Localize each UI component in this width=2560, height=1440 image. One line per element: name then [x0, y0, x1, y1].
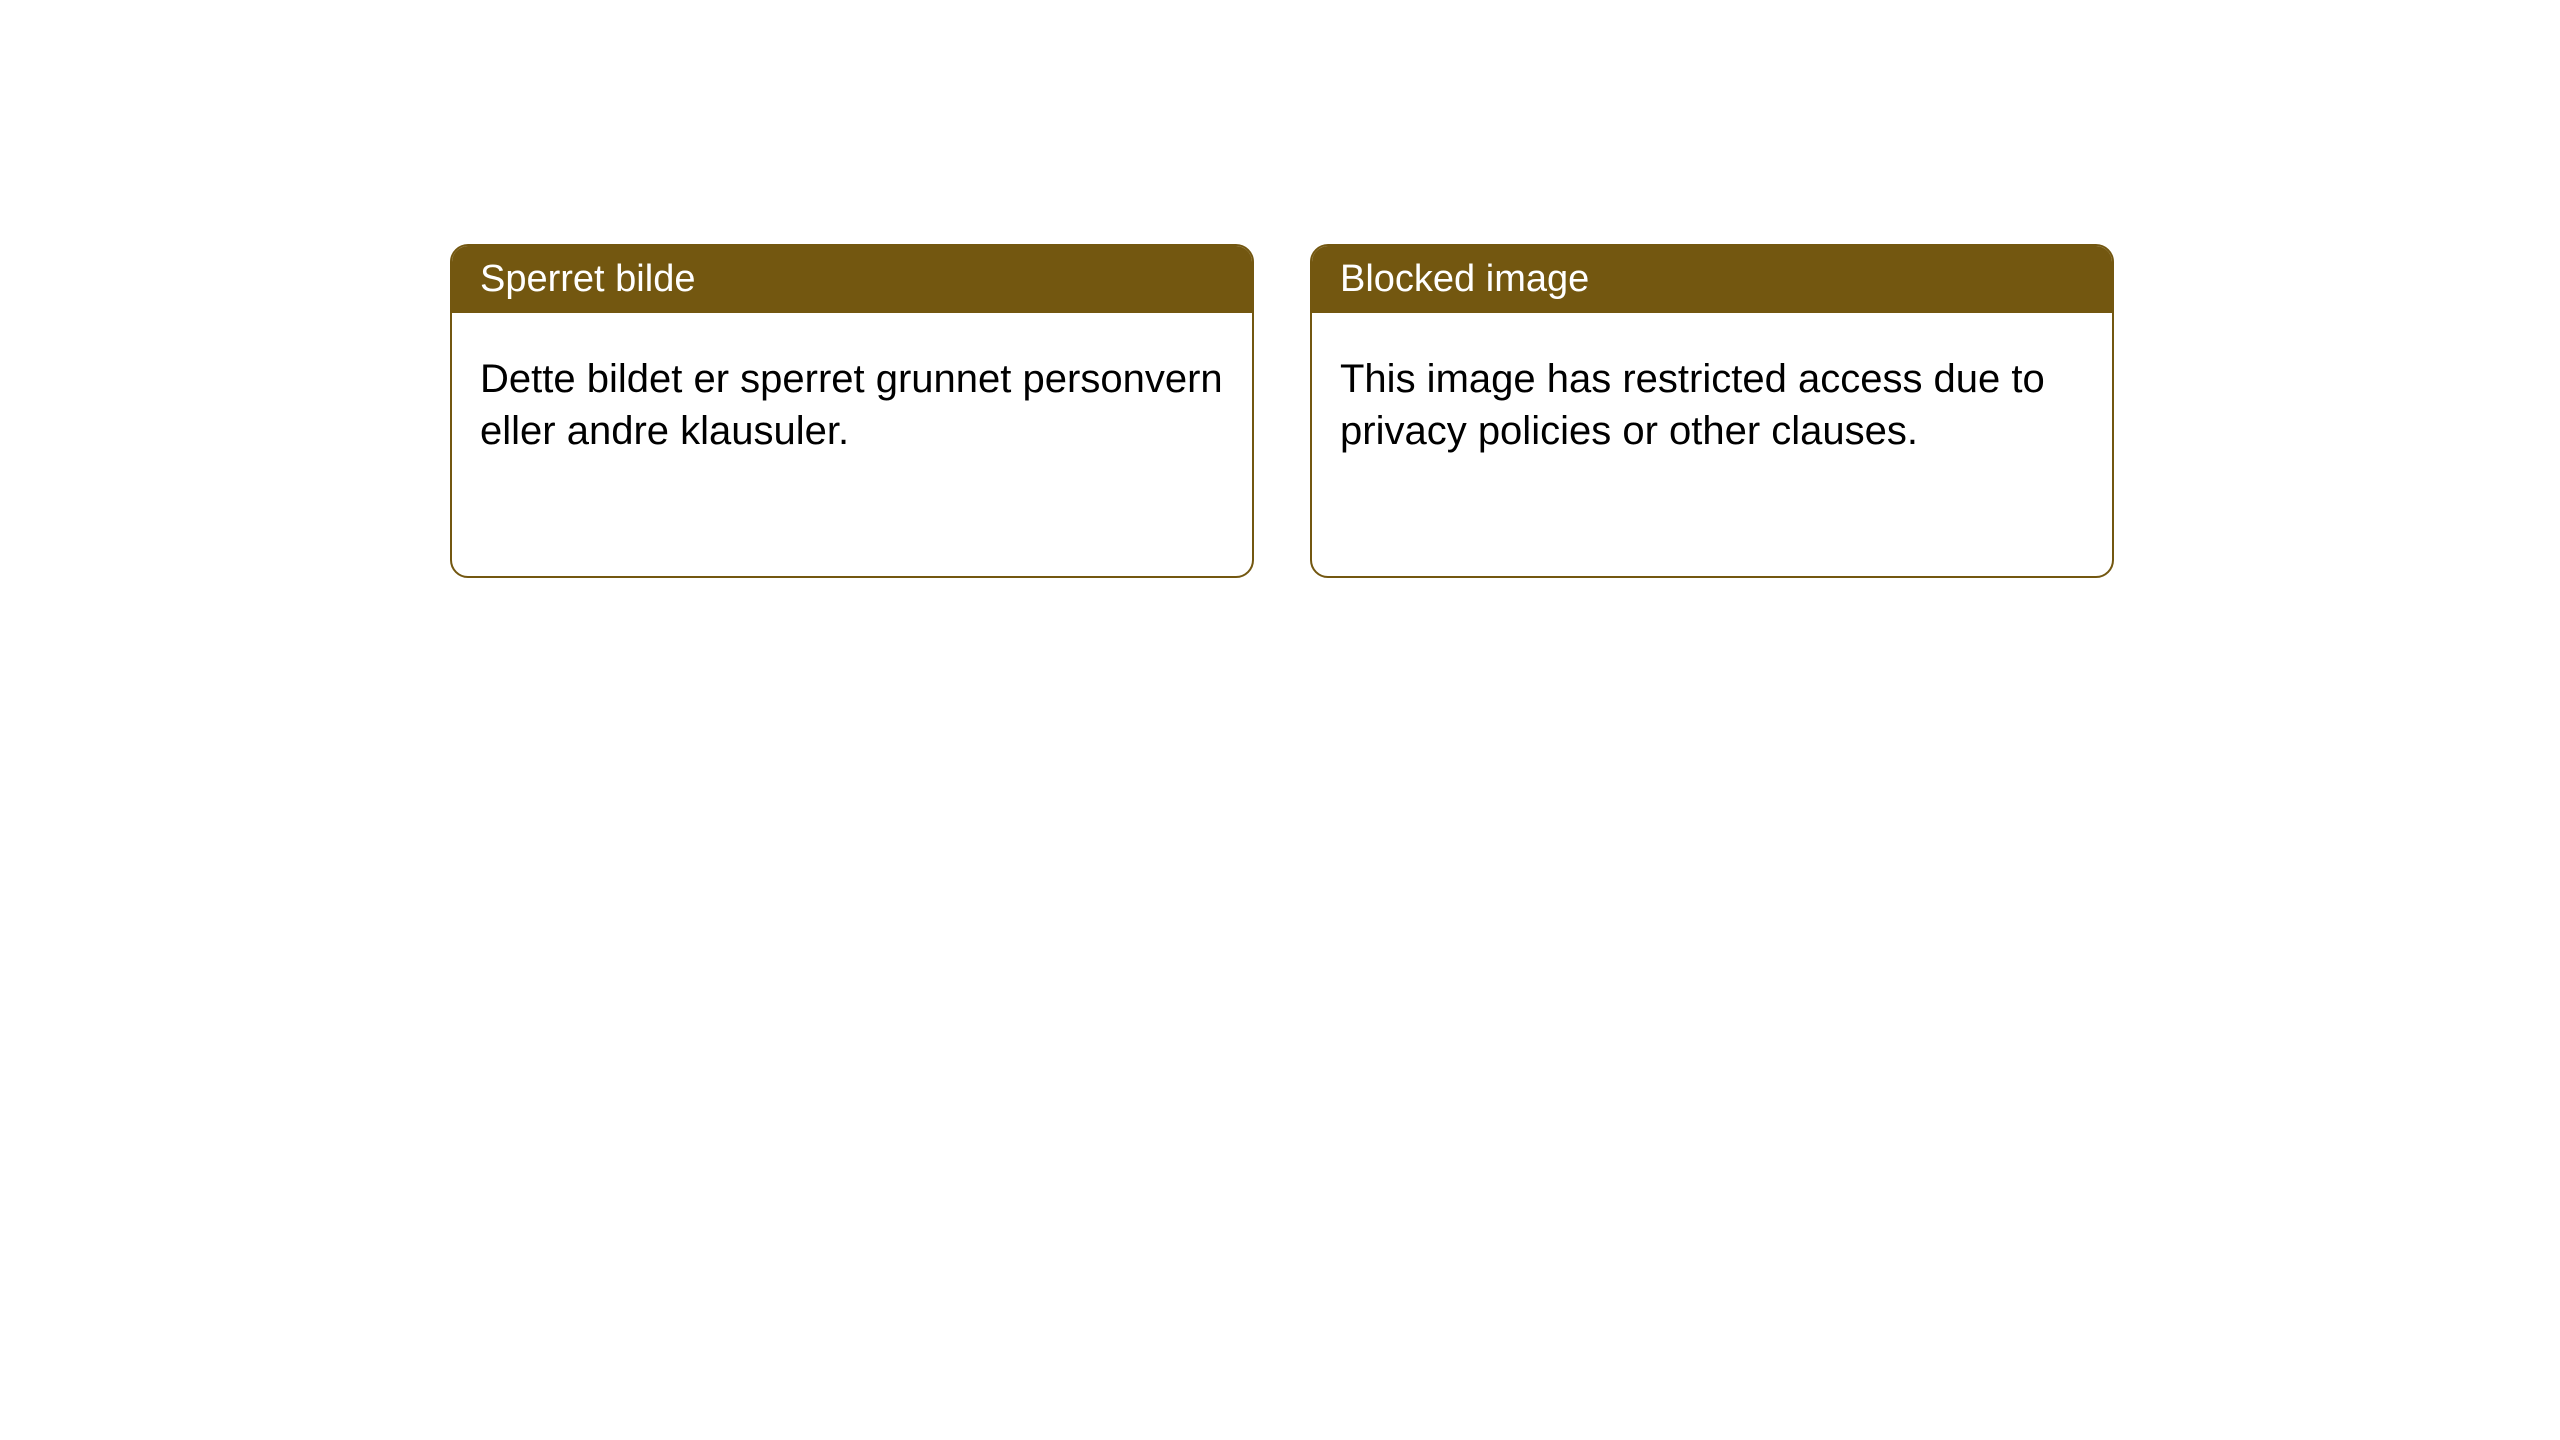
notice-cards-container: Sperret bilde Dette bildet er sperret gr…	[450, 244, 2114, 578]
card-header-english: Blocked image	[1312, 246, 2112, 313]
blocked-image-card-norwegian: Sperret bilde Dette bildet er sperret gr…	[450, 244, 1254, 578]
blocked-image-card-english: Blocked image This image has restricted …	[1310, 244, 2114, 578]
card-body-norwegian: Dette bildet er sperret grunnet personve…	[452, 313, 1252, 497]
card-body-english: This image has restricted access due to …	[1312, 313, 2112, 497]
card-header-norwegian: Sperret bilde	[452, 246, 1252, 313]
